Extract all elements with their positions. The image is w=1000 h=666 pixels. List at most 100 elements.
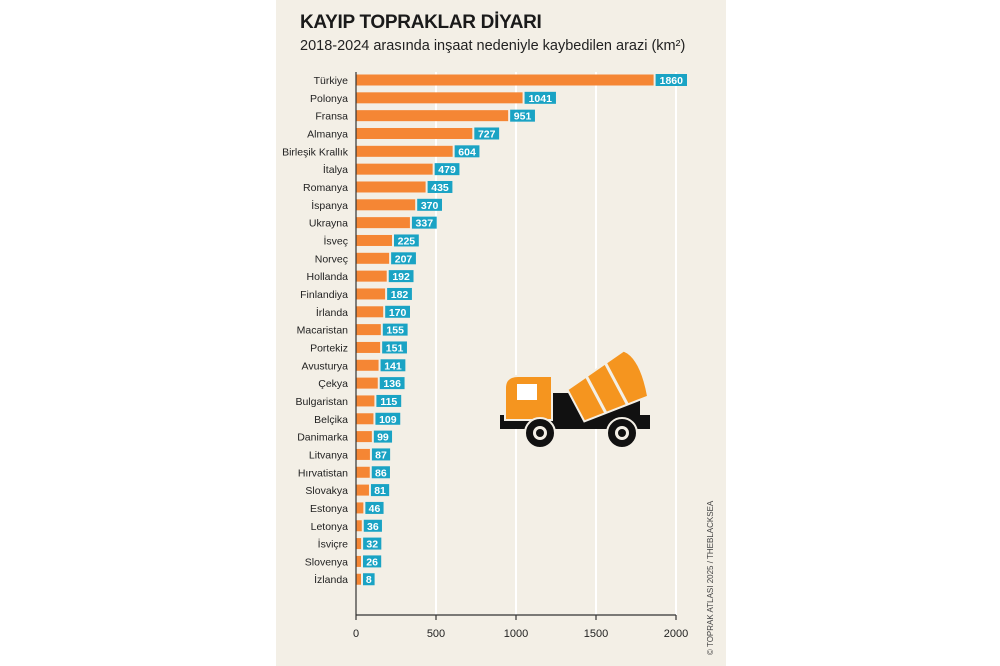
- value-label-bg: [454, 145, 480, 158]
- value-label-bg: [388, 270, 414, 283]
- category-label: Letonya: [311, 521, 349, 533]
- value-label: 951: [514, 111, 532, 123]
- bar: [356, 573, 361, 585]
- category-label: Slovakya: [305, 485, 348, 497]
- category-label: Romanya: [303, 182, 348, 194]
- value-label-bg: [365, 501, 384, 514]
- value-label: 109: [379, 414, 397, 426]
- value-label: 136: [383, 378, 401, 390]
- category-label: Norveç: [315, 253, 348, 265]
- bar: [356, 413, 374, 425]
- category-label: Finlandiya: [300, 289, 348, 301]
- bar: [356, 377, 378, 389]
- category-label: Bulgaristan: [295, 396, 348, 408]
- category-label: İtalya: [323, 163, 348, 176]
- bar: [356, 502, 364, 514]
- bar: [356, 181, 426, 193]
- bar: [356, 395, 375, 407]
- value-label: 479: [438, 164, 456, 176]
- bar: [356, 217, 410, 229]
- value-label-bg: [524, 91, 556, 104]
- value-label: 99: [377, 432, 389, 444]
- value-label: 36: [367, 521, 379, 533]
- value-label: 435: [431, 182, 449, 194]
- chart-title: KAYIP TOPRAKLAR DİYARI: [300, 12, 542, 33]
- bar: [356, 252, 390, 264]
- category-label: Ukrayna: [309, 218, 348, 230]
- category-label: Türkiye: [314, 75, 349, 87]
- category-label: Hırvatistan: [298, 467, 348, 479]
- value-label-bg: [385, 305, 410, 318]
- category-label: Belçika: [314, 414, 348, 426]
- bar: [356, 448, 370, 460]
- category-label: Slovenya: [305, 556, 348, 568]
- bar: [356, 359, 379, 371]
- bar: [356, 288, 386, 300]
- x-tick-label: 1500: [584, 628, 608, 640]
- category-label: İsviçre: [318, 538, 348, 551]
- value-label: 207: [395, 253, 413, 265]
- category-label: Almanya: [307, 128, 348, 140]
- x-tick-label: 2000: [664, 628, 688, 640]
- category-label: Litvanya: [309, 449, 348, 461]
- value-label-bg: [375, 412, 401, 425]
- value-label-bg: [434, 163, 460, 176]
- value-label-bg: [394, 234, 419, 247]
- bar: [356, 74, 654, 86]
- bar: [356, 324, 381, 336]
- x-tick-label: 1000: [504, 628, 528, 640]
- chart-subtitle: 2018-2024 arasında inşaat nedeniyle kayb…: [300, 38, 686, 54]
- category-label: Birleşik Krallık: [282, 146, 349, 158]
- value-label-bg: [417, 198, 442, 211]
- bar: [356, 431, 372, 443]
- category-label: Portekiz: [310, 342, 348, 354]
- bar: [356, 341, 381, 353]
- x-tick-label: 0: [353, 628, 359, 640]
- value-label-bg: [382, 341, 407, 354]
- category-label: Fransa: [315, 111, 348, 123]
- value-label-bg: [370, 484, 390, 497]
- category-label: Hollanda: [307, 271, 349, 283]
- value-label-bg: [474, 127, 500, 140]
- value-label-bg: [363, 555, 382, 568]
- value-label: 170: [389, 307, 407, 319]
- value-label: 87: [375, 449, 387, 461]
- x-tick-label: 500: [427, 628, 445, 640]
- value-label: 81: [374, 485, 386, 497]
- bar: [356, 306, 384, 318]
- category-label: Çekya: [318, 378, 348, 390]
- category-label: Estonya: [310, 503, 348, 515]
- category-label: İsveç: [323, 234, 348, 247]
- value-label-bg: [655, 74, 687, 86]
- category-label: İrlanda: [316, 306, 348, 319]
- category-label: Avusturya: [302, 360, 349, 372]
- value-label: 8: [366, 574, 372, 586]
- value-label: 155: [386, 325, 404, 337]
- bar: [356, 270, 387, 282]
- category-label: Danimarka: [297, 432, 348, 444]
- value-label-bg: [371, 466, 390, 479]
- bar: [356, 199, 416, 211]
- bar: [356, 555, 361, 567]
- bar: [356, 110, 509, 122]
- category-label: İspanya: [311, 199, 348, 212]
- value-label: 115: [380, 396, 397, 408]
- value-label-bg: [382, 323, 408, 336]
- cement-mixer-truck-icon: [500, 349, 650, 449]
- value-label: 225: [398, 235, 416, 247]
- value-label-bg: [363, 519, 382, 532]
- value-label-bg: [379, 377, 405, 390]
- bar: [356, 234, 392, 246]
- bar: [356, 92, 523, 104]
- value-label: 86: [375, 467, 387, 479]
- value-label: 370: [421, 200, 439, 212]
- value-label-bg: [427, 180, 453, 193]
- bar: [356, 145, 453, 157]
- value-label: 151: [386, 342, 404, 354]
- value-label-bg: [373, 430, 393, 443]
- value-label: 727: [478, 128, 496, 140]
- value-label: 192: [392, 271, 410, 283]
- value-label-bg: [510, 109, 535, 122]
- value-label: 1860: [660, 75, 684, 87]
